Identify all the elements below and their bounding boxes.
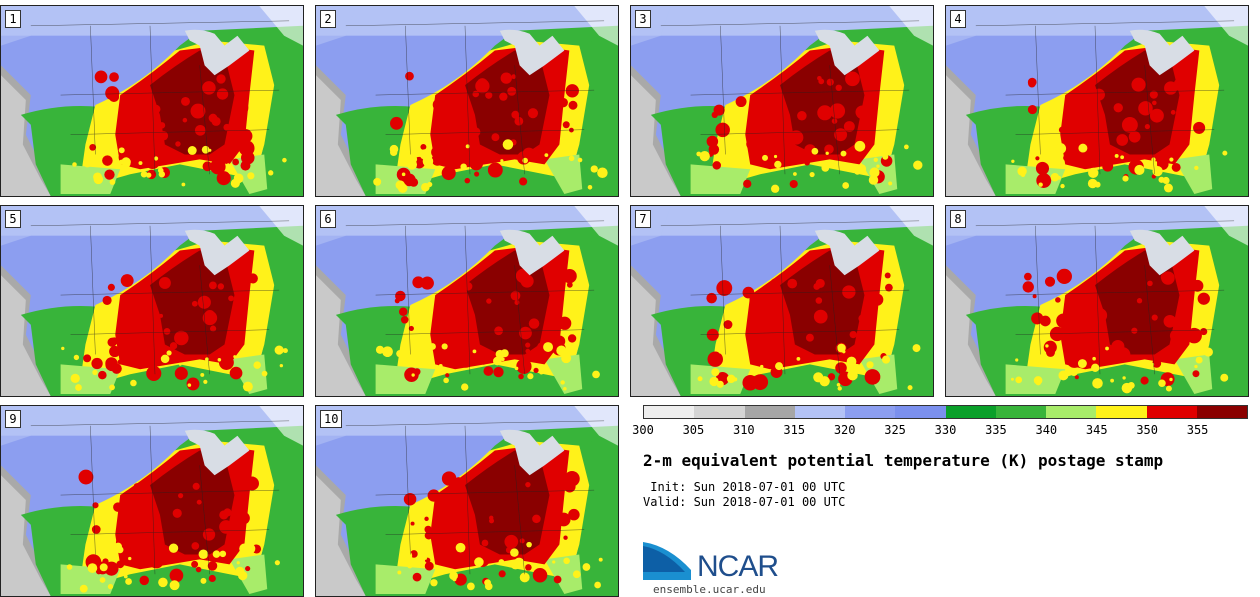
ensemble-url: ensemble.ucar.edu bbox=[653, 583, 766, 596]
colorbar-segment bbox=[1146, 406, 1197, 418]
ensemble-member-map: 7 bbox=[630, 205, 934, 397]
ensemble-member-map: 3 bbox=[630, 5, 934, 197]
ensemble-member-map: 10 bbox=[315, 405, 619, 597]
figure-title: 2-m equivalent potential temperature (K)… bbox=[643, 451, 1164, 470]
member-number-label: 10 bbox=[320, 410, 343, 428]
colorbar-tick-label: 300 bbox=[632, 423, 654, 437]
colorbar-tick-label: 350 bbox=[1136, 423, 1158, 437]
ensemble-member-map: 2 bbox=[315, 5, 619, 197]
ensemble-member-map: 6 bbox=[315, 205, 619, 397]
colorbar-segment bbox=[945, 406, 996, 418]
colorbar bbox=[643, 405, 1248, 419]
member-number-label: 3 bbox=[635, 10, 651, 28]
colorbar-segment bbox=[1196, 406, 1247, 418]
colorbar-tick-label: 315 bbox=[783, 423, 806, 437]
member-number-label: 9 bbox=[5, 410, 21, 428]
colorbar-tick-label: 320 bbox=[833, 423, 856, 437]
colorbar-segment bbox=[1096, 406, 1147, 418]
init-time: Init: Sun 2018-07-01 00 UTC bbox=[643, 480, 846, 494]
ncar-wordmark: NCAR bbox=[697, 550, 779, 583]
ncar-logo-icon bbox=[643, 540, 696, 580]
colorbar-segment bbox=[744, 406, 795, 418]
colorbar-tick-label: 355 bbox=[1186, 423, 1209, 437]
member-number-label: 6 bbox=[320, 210, 336, 228]
member-number-label: 1 bbox=[5, 10, 21, 28]
colorbar-tick-label: 330 bbox=[934, 423, 957, 437]
colorbar-tick-label: 345 bbox=[1085, 423, 1108, 437]
ensemble-member-map: 1 bbox=[0, 5, 304, 197]
member-number-label: 2 bbox=[320, 10, 336, 28]
colorbar-tick-label: 325 bbox=[884, 423, 906, 437]
ensemble-member-map: 8 bbox=[945, 205, 1249, 397]
valid-time: Valid: Sun 2018-07-01 00 UTC bbox=[643, 495, 846, 509]
ensemble-member-map: 9 bbox=[0, 405, 304, 597]
member-number-label: 4 bbox=[950, 10, 966, 28]
colorbar-segment bbox=[845, 406, 896, 418]
colorbar-segment bbox=[794, 406, 845, 418]
colorbar-tick-label: 335 bbox=[985, 423, 1007, 437]
colorbar-segment bbox=[895, 406, 946, 418]
colorbar-tick-label: 305 bbox=[682, 423, 705, 437]
colorbar-tick-label: 340 bbox=[1035, 423, 1058, 437]
colorbar-segment bbox=[694, 406, 745, 418]
member-number-label: 5 bbox=[5, 210, 21, 228]
member-number-label: 7 bbox=[635, 210, 651, 228]
colorbar-tick-label: 310 bbox=[732, 423, 755, 437]
colorbar-segment bbox=[1046, 406, 1097, 418]
colorbar-segment bbox=[644, 406, 695, 418]
colorbar-segment bbox=[995, 406, 1046, 418]
ensemble-member-map: 5 bbox=[0, 205, 304, 397]
ensemble-member-map: 4 bbox=[945, 5, 1249, 197]
member-number-label: 8 bbox=[950, 210, 966, 228]
